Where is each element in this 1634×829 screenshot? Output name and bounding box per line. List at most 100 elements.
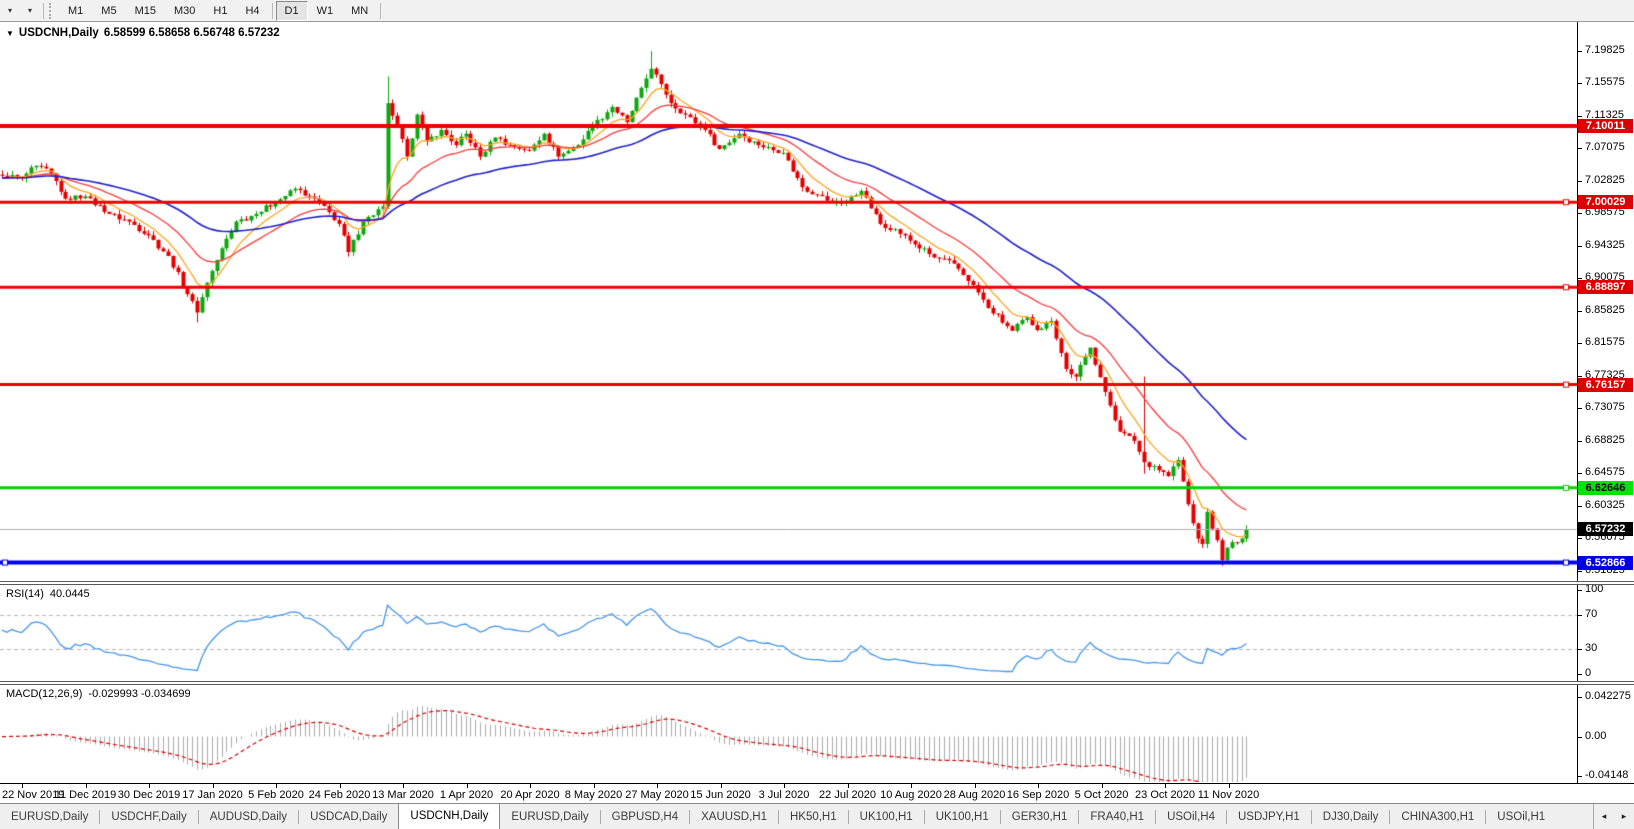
rsi-tick-mark	[1577, 615, 1582, 617]
price-tick-label: 7.07075	[1585, 141, 1625, 154]
date-label: 11 Nov 2020	[1197, 789, 1260, 801]
price-tick-mark	[1577, 375, 1582, 377]
date-tick-mark	[1101, 784, 1103, 788]
macd-indicator-chart[interactable]	[0, 685, 1577, 782]
tab-separator	[99, 809, 101, 824]
chart-tab-eurusd-daily[interactable]: EURUSD,Daily	[511, 810, 589, 823]
date-tick-mark	[276, 784, 277, 788]
price-tick-label: 6.73075	[1585, 401, 1625, 414]
macd-pane-label: MACD(12,26,9) -0.029993 -0.034699	[6, 688, 191, 700]
price-tick-label: 6.98575	[1585, 206, 1625, 219]
tab-separator	[923, 809, 925, 824]
date-tick-mark	[22, 784, 23, 788]
symbol-period-label: USDCNH,Daily	[18, 27, 99, 39]
timeframe-button-h1[interactable]: H1	[213, 4, 228, 17]
price-level-badge: 6.57232	[1578, 522, 1633, 537]
price-tick-mark	[1577, 310, 1582, 312]
chart-tab-usoil-h4[interactable]: USOil,H4	[1167, 810, 1215, 823]
chart-tab-dj30-daily[interactable]: DJ30,Daily	[1322, 810, 1379, 823]
date-tick-mark	[847, 784, 849, 788]
chart-tab-fra40-h1[interactable]: FRA40,H1	[1090, 810, 1145, 823]
toolbar-grip-handle[interactable]	[49, 2, 55, 19]
ohlc-values: 6.58599 6.58658 6.56748 6.57232	[103, 27, 280, 39]
price-tick-mark	[1577, 83, 1582, 85]
chart-tab-usdcnh-daily[interactable]: USDCNH,Daily	[398, 804, 501, 829]
price-tick-mark	[1577, 440, 1582, 442]
chart-tab-uk100-h1[interactable]: UK100,H1	[859, 810, 913, 823]
price-level-badge: 6.62646	[1578, 480, 1633, 495]
chart-tab-audusd-daily[interactable]: AUDUSD,Daily	[209, 810, 288, 823]
main-price-chart[interactable]	[0, 22, 1577, 583]
rsi-tick-label: 0	[1585, 667, 1592, 679]
pane-splitter[interactable]	[0, 581, 1634, 585]
date-tick-mark	[720, 784, 722, 788]
indicator-dropdown-icon[interactable]: ▾	[27, 6, 32, 15]
date-label: 28 Aug 2020	[943, 789, 1006, 801]
chevron-down-icon[interactable]: ▼	[6, 28, 14, 38]
timeframe-button-m1[interactable]: M1	[68, 4, 84, 17]
date-label: 13 Mar 2020	[372, 789, 434, 801]
toolbar-separator	[380, 2, 382, 19]
date-label: 1 Apr 2020	[439, 789, 494, 801]
tab-scroll-left-icon[interactable]: ◂	[1601, 811, 1607, 821]
timeframe-button-d1[interactable]: D1	[275, 0, 308, 21]
timeframe-button-m15[interactable]: M15	[134, 4, 156, 17]
price-level-badge: 6.76157	[1578, 377, 1633, 392]
rsi-label: RSI(14)	[6, 588, 44, 600]
date-label: 5 Feb 2020	[248, 789, 304, 801]
price-tick-mark	[1577, 343, 1582, 345]
chart-title: ▼ USDCNH,Daily 6.58599 6.58658 6.56748 6…	[6, 27, 280, 39]
chart-tab-china300-h1[interactable]: CHINA300,H1	[1401, 810, 1475, 823]
price-tick-label: 6.64575	[1585, 466, 1625, 479]
chart-tab-xauusd-h1[interactable]: XAUUSD,H1	[701, 810, 767, 823]
chart-tab-usdchf-daily[interactable]: USDCHF,Daily	[111, 810, 187, 823]
chart-tab-gbpusd-h4[interactable]: GBPUSD,H4	[611, 810, 679, 823]
chart-region: ▼ USDCNH,Daily 6.58599 6.58658 6.56748 6…	[0, 22, 1634, 803]
pane-splitter[interactable]	[0, 681, 1634, 685]
date-tick-mark	[403, 784, 404, 788]
chart-tab-ger30-h1[interactable]: GER30,H1	[1011, 810, 1068, 823]
date-tick-mark	[85, 784, 87, 788]
rsi-tick-label: 70	[1585, 608, 1598, 621]
chart-tab-hk50-h1[interactable]: HK50,H1	[789, 810, 837, 823]
timeframe-button-m30[interactable]: M30	[173, 4, 196, 17]
timeframe-button-w1[interactable]: W1	[316, 4, 334, 17]
tab-separator	[298, 809, 300, 824]
chart-tab-uk100-h1[interactable]: UK100,H1	[935, 810, 989, 823]
timeframe-button-m5[interactable]: M5	[101, 4, 117, 17]
timeframe-toolbar: ▾ ▾ M1 M5 M15 M30 H1 H4 D1 W1 MN	[0, 0, 1634, 22]
macd-tick-mark	[1577, 736, 1582, 738]
date-tick-mark	[149, 784, 150, 788]
date-label: 23 Oct 2020	[1135, 789, 1195, 801]
price-tick-label: 6.60325	[1585, 498, 1625, 511]
date-label: 15 Jun 2020	[690, 789, 751, 801]
rsi-tick-mark	[1577, 590, 1582, 591]
date-label: 10 Aug 2020	[880, 789, 942, 801]
chart-tab-usdjpy-h1[interactable]: USDJPY,H1	[1238, 810, 1300, 823]
date-tick-mark	[1038, 784, 1039, 788]
timeframe-button-mn[interactable]: MN	[351, 4, 369, 17]
date-label: 27 May 2020	[625, 789, 689, 801]
price-level-badge: 7.00029	[1578, 195, 1633, 210]
timeframe-button-h4[interactable]: H4	[245, 4, 260, 17]
date-label: 3 Jul 2020	[758, 789, 810, 801]
price-tick-mark	[1577, 180, 1582, 182]
price-tick-label: 6.81575	[1585, 336, 1625, 349]
tab-separator	[999, 809, 1001, 824]
tab-separator	[689, 809, 691, 824]
chart-tab-eurusd-daily[interactable]: EURUSD,Daily	[11, 810, 89, 823]
time-axis-line	[0, 783, 1634, 784]
date-tick-mark	[1228, 784, 1230, 788]
chart-tab-usdcad-daily[interactable]: USDCAD,Daily	[310, 810, 388, 823]
date-tick-mark	[593, 784, 595, 788]
price-level-badge: 6.88897	[1578, 280, 1633, 295]
price-tick-mark	[1577, 473, 1582, 475]
price-tick-label: 7.02825	[1585, 173, 1625, 186]
chart-tab-usoil-h1[interactable]: USOil,H1	[1497, 810, 1546, 823]
price-tick-mark	[1577, 245, 1582, 247]
date-label: 8 May 2020	[564, 789, 623, 801]
chart-dropdown-icon[interactable]: ▾	[7, 6, 12, 15]
tab-scroll-right-icon[interactable]: ▸	[1621, 811, 1627, 821]
rsi-indicator-chart[interactable]	[0, 587, 1577, 681]
